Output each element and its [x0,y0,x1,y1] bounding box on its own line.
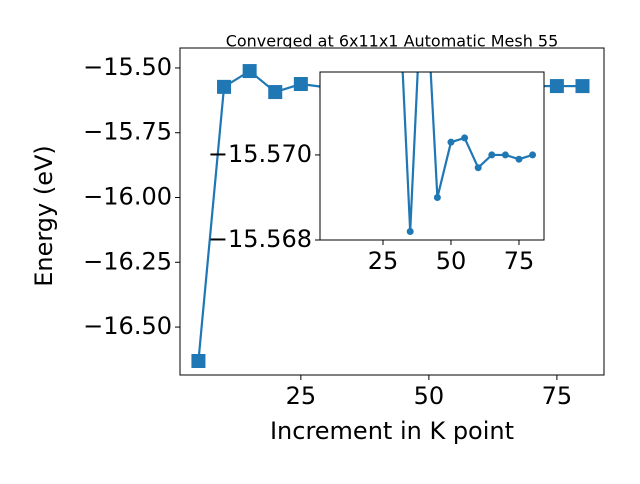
y-tick-label: −16.50 [83,312,172,340]
y-tick-label: −15.75 [83,118,172,146]
marker [191,354,206,369]
marker [575,79,590,94]
y-tick-label: −15.50 [83,53,172,81]
y-tick-label: −15.568 [208,225,312,253]
y-tick-label: −16.00 [83,183,172,211]
x-tick-label: 75 [542,382,573,410]
marker [268,85,283,100]
marker [242,64,257,79]
y-axis-label: Energy (eV) [30,145,58,287]
series [401,72,537,235]
marker [406,227,414,235]
marker [433,193,441,201]
y-tick-label: −15.570 [208,140,312,168]
x-tick-label: 25 [286,382,317,410]
marker [461,134,469,142]
x-tick-label: 25 [368,247,399,275]
x-tick-label: 50 [436,247,467,275]
marker [474,164,482,172]
axes-frame [179,47,605,376]
marker [515,155,523,163]
marker [293,77,308,92]
x-tick-label: 50 [414,382,445,410]
marker [549,79,564,94]
axes-frame [319,71,545,241]
marker [447,138,455,146]
x-tick-label: 75 [504,247,535,275]
marker [529,151,537,159]
x-axis-label: Increment in K point [270,417,514,445]
marker [217,79,232,94]
y-tick-label: −16.25 [83,247,172,275]
marker [501,151,509,159]
marker [488,151,496,159]
chart-title: Converged at 6x11x1 Automatic Mesh 55 [226,32,559,51]
